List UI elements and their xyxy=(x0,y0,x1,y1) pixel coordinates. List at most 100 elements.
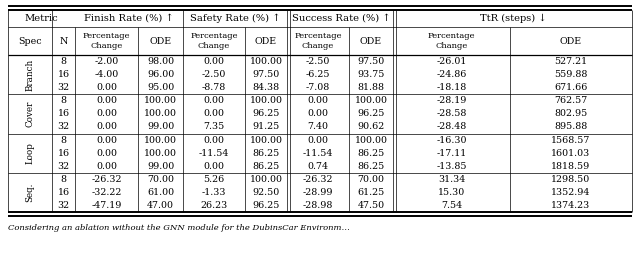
Text: Loop: Loop xyxy=(26,142,35,164)
Text: 61.25: 61.25 xyxy=(357,188,385,197)
Text: 895.88: 895.88 xyxy=(554,122,588,132)
Text: 92.50: 92.50 xyxy=(252,188,280,197)
Text: -13.85: -13.85 xyxy=(436,162,467,171)
Text: Percentage
Change: Percentage Change xyxy=(428,32,476,50)
Text: 559.88: 559.88 xyxy=(554,70,588,79)
Text: ODE: ODE xyxy=(149,36,172,46)
Text: 95.00: 95.00 xyxy=(147,83,174,92)
Text: -7.08: -7.08 xyxy=(306,83,330,92)
Text: 527.21: 527.21 xyxy=(554,57,588,66)
Text: 90.62: 90.62 xyxy=(357,122,385,132)
Text: Percentage
Change: Percentage Change xyxy=(83,32,131,50)
Text: Spec: Spec xyxy=(18,36,42,46)
Text: 26.23: 26.23 xyxy=(200,201,228,210)
Text: 0.00: 0.00 xyxy=(96,109,117,118)
Text: 97.50: 97.50 xyxy=(357,57,385,66)
Text: -28.99: -28.99 xyxy=(303,188,333,197)
Text: 100.00: 100.00 xyxy=(355,135,387,145)
Text: -11.54: -11.54 xyxy=(303,149,333,158)
Text: 100.00: 100.00 xyxy=(144,135,177,145)
Text: -6.25: -6.25 xyxy=(306,70,330,79)
Text: 84.38: 84.38 xyxy=(252,83,280,92)
Text: 0.00: 0.00 xyxy=(96,162,117,171)
Text: 8: 8 xyxy=(61,57,67,66)
Text: -47.19: -47.19 xyxy=(92,201,122,210)
Text: 81.88: 81.88 xyxy=(358,83,385,92)
Text: 0.00: 0.00 xyxy=(307,96,328,105)
Text: 671.66: 671.66 xyxy=(554,83,588,92)
Text: Metric: Metric xyxy=(25,14,58,23)
Text: 86.25: 86.25 xyxy=(357,149,385,158)
Text: 762.57: 762.57 xyxy=(554,96,588,105)
Text: -28.19: -28.19 xyxy=(436,96,467,105)
Text: 1601.03: 1601.03 xyxy=(552,149,591,158)
Text: 100.00: 100.00 xyxy=(250,135,282,145)
Text: 0.00: 0.00 xyxy=(307,135,328,145)
Text: Considering an ablation without the GNN module for the DubinsCar Environm…: Considering an ablation without the GNN … xyxy=(8,224,350,232)
Text: -18.18: -18.18 xyxy=(436,83,467,92)
Text: 31.34: 31.34 xyxy=(438,175,465,184)
Text: Percentage
Change: Percentage Change xyxy=(294,32,342,50)
Text: -2.50: -2.50 xyxy=(306,57,330,66)
Text: 100.00: 100.00 xyxy=(250,96,282,105)
Text: 1352.94: 1352.94 xyxy=(551,188,591,197)
Text: 86.25: 86.25 xyxy=(252,162,280,171)
Text: 8: 8 xyxy=(61,175,67,184)
Text: 32: 32 xyxy=(58,122,70,132)
Text: 100.00: 100.00 xyxy=(355,96,387,105)
Text: -2.00: -2.00 xyxy=(94,57,118,66)
Text: -26.32: -26.32 xyxy=(303,175,333,184)
Text: 93.75: 93.75 xyxy=(357,70,385,79)
Text: 0.00: 0.00 xyxy=(204,96,225,105)
Text: 100.00: 100.00 xyxy=(250,175,282,184)
Text: N: N xyxy=(60,36,68,46)
Text: 16: 16 xyxy=(58,149,70,158)
Text: 96.25: 96.25 xyxy=(252,109,280,118)
Text: -11.54: -11.54 xyxy=(199,149,229,158)
Text: 0.74: 0.74 xyxy=(307,162,328,171)
Text: 100.00: 100.00 xyxy=(250,57,282,66)
Text: 96.00: 96.00 xyxy=(147,70,174,79)
Text: 86.25: 86.25 xyxy=(252,149,280,158)
Text: -26.01: -26.01 xyxy=(436,57,467,66)
Text: -17.11: -17.11 xyxy=(436,149,467,158)
Text: 0.00: 0.00 xyxy=(204,162,225,171)
Text: 16: 16 xyxy=(58,109,70,118)
Text: 61.00: 61.00 xyxy=(147,188,174,197)
Text: 91.25: 91.25 xyxy=(252,122,280,132)
Text: 70.00: 70.00 xyxy=(147,175,174,184)
Text: 15.30: 15.30 xyxy=(438,188,465,197)
Text: 96.25: 96.25 xyxy=(252,201,280,210)
Text: 0.00: 0.00 xyxy=(204,135,225,145)
Text: -26.32: -26.32 xyxy=(92,175,122,184)
Text: 7.54: 7.54 xyxy=(441,201,462,210)
Text: 7.35: 7.35 xyxy=(204,122,225,132)
Text: -32.22: -32.22 xyxy=(92,188,122,197)
Text: 802.95: 802.95 xyxy=(554,109,588,118)
Text: 16: 16 xyxy=(58,188,70,197)
Text: 100.00: 100.00 xyxy=(144,149,177,158)
Text: 8: 8 xyxy=(61,96,67,105)
Text: 0.00: 0.00 xyxy=(96,96,117,105)
Text: 32: 32 xyxy=(58,162,70,171)
Text: 70.00: 70.00 xyxy=(358,175,385,184)
Text: Safety Rate (%) ↑: Safety Rate (%) ↑ xyxy=(189,14,280,23)
Text: 0.00: 0.00 xyxy=(96,122,117,132)
Text: 16: 16 xyxy=(58,70,70,79)
Text: 47.00: 47.00 xyxy=(147,201,174,210)
Text: -16.30: -16.30 xyxy=(436,135,467,145)
Text: 100.00: 100.00 xyxy=(144,109,177,118)
Text: 98.00: 98.00 xyxy=(147,57,174,66)
Text: Finish Rate (%) ↑: Finish Rate (%) ↑ xyxy=(84,14,174,23)
Text: 32: 32 xyxy=(58,201,70,210)
Text: 0.00: 0.00 xyxy=(96,135,117,145)
Text: -28.58: -28.58 xyxy=(436,109,467,118)
Text: -28.48: -28.48 xyxy=(436,122,467,132)
Text: 99.00: 99.00 xyxy=(147,162,174,171)
Text: -2.50: -2.50 xyxy=(202,70,226,79)
Text: 7.40: 7.40 xyxy=(307,122,328,132)
Text: 99.00: 99.00 xyxy=(147,122,174,132)
Text: 8: 8 xyxy=(61,135,67,145)
Text: 1818.59: 1818.59 xyxy=(552,162,591,171)
Text: Cover: Cover xyxy=(26,101,35,127)
